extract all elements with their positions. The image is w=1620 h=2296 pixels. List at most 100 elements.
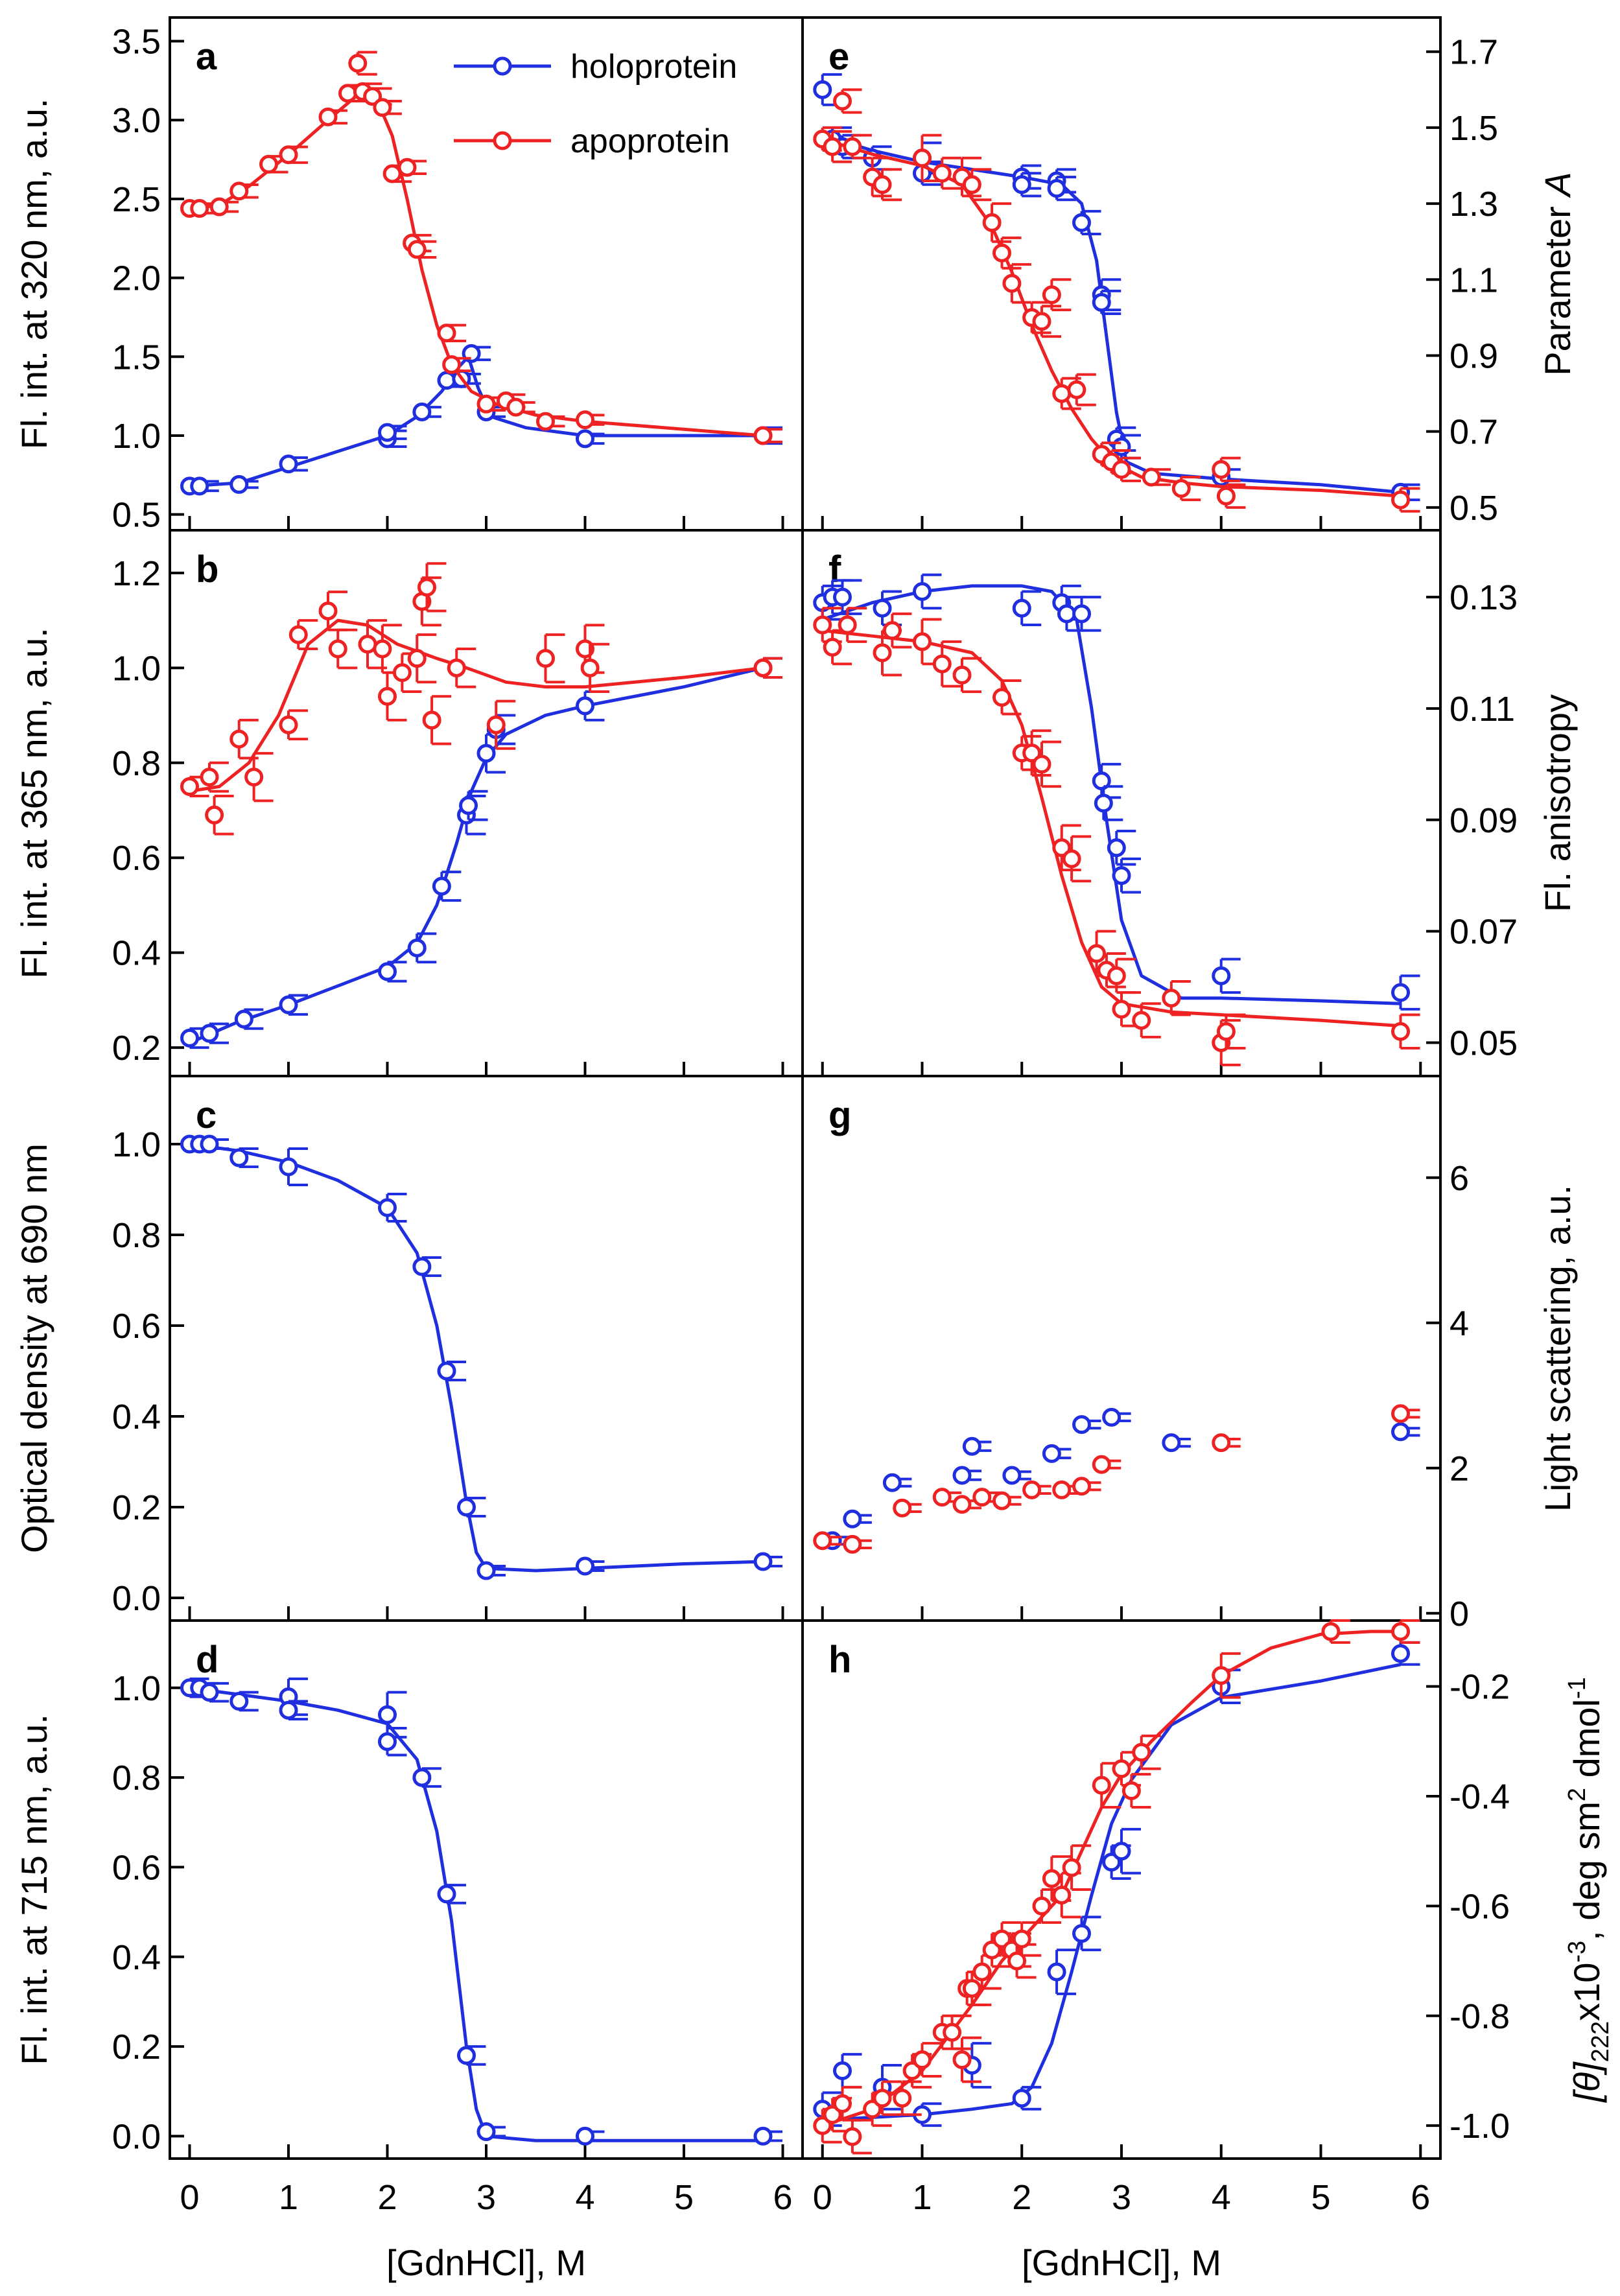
data-point: [1391, 983, 1410, 1002]
legend-label-apo: apoprotein: [570, 123, 730, 160]
data-point: [200, 767, 219, 787]
data-point: [486, 715, 506, 734]
data-point: [279, 1700, 298, 1720]
data-point: [1002, 1466, 1022, 1485]
data-point: [1092, 1775, 1111, 1795]
series-f-apo: [813, 607, 1420, 1066]
data-point: [437, 1361, 456, 1381]
x-axis-label-left: [GdnHCl], M: [386, 2242, 586, 2283]
y-tick-label-c: 0.2: [112, 1488, 161, 1527]
y-axis-label-part: 2: [1564, 1788, 1591, 1801]
data-point: [476, 1561, 496, 1580]
data-point: [378, 962, 397, 981]
data-point: [1047, 1962, 1066, 1982]
panel-frame-g: [801, 1075, 1442, 1622]
data-point: [1112, 866, 1131, 885]
data-point: [259, 154, 278, 174]
data-point: [442, 355, 462, 374]
y-tick-label-e: 0.7: [1450, 413, 1498, 452]
data-point: [373, 639, 392, 659]
data-point: [1107, 838, 1126, 858]
data-point: [412, 1768, 432, 1787]
x-tick-label-h: 1: [912, 2178, 932, 2217]
y-tick-label-d: 0.2: [112, 2028, 161, 2067]
data-point: [1012, 1929, 1031, 1949]
data-point: [813, 615, 832, 635]
x-axis-label-right: [GdnHCl], M: [1022, 2242, 1221, 2283]
panel-frame-h: [801, 1619, 1442, 2160]
y-tick-label-g: 2: [1450, 1449, 1469, 1488]
y-axis-label-part: 222: [1587, 2021, 1614, 2062]
data-point: [200, 1024, 219, 1043]
data-point: [952, 665, 972, 685]
y-tick-label-c: 0.8: [112, 1216, 161, 1255]
y-axis-label-part: , deg sm: [1566, 1801, 1607, 1941]
data-point: [882, 621, 902, 640]
data-point: [378, 686, 397, 706]
data-point: [459, 796, 478, 815]
y-tick-label-b: 0.6: [112, 839, 161, 878]
data-point: [873, 2089, 892, 2108]
data-point: [378, 423, 397, 442]
panel-b: 0.2 0.4 0.6 0.8 1.0 1.2 b Fl. int. at 365 nm, a…: [14, 529, 804, 1077]
y-tick-label-c: 0.6: [112, 1307, 161, 1346]
y-tick-label-c: 0.0: [112, 1579, 161, 1618]
data-point: [1007, 1951, 1027, 1971]
series-e-apo: [813, 88, 1420, 513]
data-point: [943, 2022, 962, 2042]
data-point: [229, 729, 249, 749]
data-point: [437, 323, 456, 343]
legend: holoprotein apoprotein: [454, 48, 737, 160]
y-axis-label-part: x10: [1566, 1963, 1607, 2021]
data-point: [457, 1497, 476, 1517]
fit-curve-h-holo: [822, 1663, 1402, 2122]
data-point: [279, 145, 298, 165]
data-point: [833, 2094, 852, 2113]
data-point: [1022, 744, 1042, 763]
data-point: [1391, 1022, 1410, 1041]
data-point: [972, 1488, 992, 1507]
x-tick-label-h: 6: [1411, 2178, 1430, 2217]
panel-f: 0.05 0.07 0.09 0.11 0.13 f Fl. anisotropy: [801, 529, 1578, 1077]
data-point: [753, 426, 773, 445]
y-tick-label-f: 0.13: [1450, 578, 1518, 617]
data-point: [1022, 1480, 1042, 1499]
data-point: [1002, 274, 1022, 293]
series-g-holo: [823, 1407, 1420, 1551]
data-point: [992, 243, 1011, 263]
data-point: [1072, 213, 1091, 232]
y-tick-label-c: 1.0: [112, 1125, 161, 1164]
y-axis-label-part: [θ]: [1566, 2061, 1607, 2103]
data-point: [190, 476, 209, 496]
data-point: [982, 213, 1002, 232]
y-tick-label-b: 0.2: [112, 1029, 161, 1068]
y-tick-label-d: 0.6: [112, 1848, 161, 1887]
data-point: [576, 1556, 594, 1576]
data-point: [229, 1692, 249, 1711]
data-point: [328, 639, 347, 659]
data-point: [180, 1028, 199, 1048]
data-point: [1087, 944, 1107, 963]
panel-letter-c: c: [196, 1094, 217, 1136]
data-point: [1042, 1869, 1061, 1888]
data-point: [873, 598, 892, 618]
data-point: [1132, 1742, 1151, 1762]
data-point: [1102, 1407, 1121, 1427]
legend-label-holo: holoprotein: [570, 48, 737, 86]
data-point: [412, 402, 432, 421]
y-tick-label-d: 0.0: [112, 2117, 161, 2156]
y-axis-label-d: Fl. int. at 715 nm, a.u.: [14, 1714, 54, 2065]
data-point: [412, 1257, 432, 1276]
data-point: [244, 767, 264, 787]
data-point: [1391, 1404, 1410, 1423]
data-point: [1112, 1842, 1131, 1861]
panel-a: 0.5 1.0 1.5 2.0 2.5 3.0 3.5 a Fl. int. at 320 nm…: [14, 16, 804, 535]
data-point: [962, 1978, 981, 1998]
data-point: [753, 2126, 773, 2146]
data-point: [536, 412, 555, 431]
y-tick-label-f: 0.11: [1450, 690, 1515, 729]
y-tick-label-a: 1.5: [112, 338, 161, 377]
panel-letter-d: d: [196, 1639, 218, 1681]
data-point: [873, 643, 892, 662]
data-point: [447, 658, 466, 677]
